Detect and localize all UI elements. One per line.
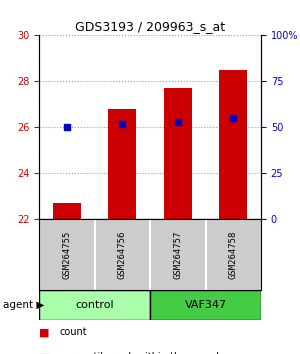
Text: GSM264758: GSM264758 (229, 231, 238, 279)
Bar (150, 290, 261, 320)
Text: count: count (60, 327, 88, 337)
Bar (219, 70, 247, 219)
Text: control: control (75, 300, 114, 310)
Bar (53, 204, 81, 219)
Text: ■: ■ (39, 352, 50, 354)
Bar (164, 88, 192, 219)
Bar (108, 109, 136, 219)
Text: GSM264756: GSM264756 (118, 231, 127, 279)
Text: GSM264757: GSM264757 (173, 231, 182, 279)
Text: GSM264755: GSM264755 (62, 231, 71, 279)
Text: GSM264755: GSM264755 (62, 231, 71, 279)
Text: agent ▶: agent ▶ (3, 300, 44, 310)
Text: GSM264758: GSM264758 (229, 231, 238, 279)
Bar (39, 290, 150, 320)
Text: VAF347: VAF347 (184, 300, 226, 310)
Text: GSM264757: GSM264757 (173, 231, 182, 279)
Title: GDS3193 / 209963_s_at: GDS3193 / 209963_s_at (75, 20, 225, 33)
Text: ■: ■ (39, 327, 50, 337)
Text: GSM264756: GSM264756 (118, 231, 127, 279)
Text: percentile rank within the sample: percentile rank within the sample (60, 352, 225, 354)
